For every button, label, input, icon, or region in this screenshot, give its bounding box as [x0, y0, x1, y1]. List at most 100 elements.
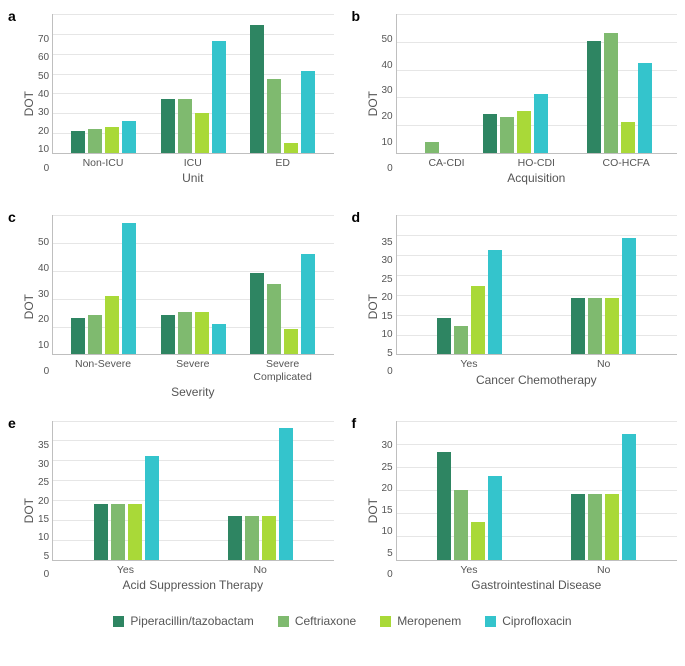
charts-grid: aDOT706050403020100Non-ICUICUEDUnitbDOT5…: [8, 10, 677, 600]
bar: [105, 296, 119, 355]
x-axis-ticks: YesNo: [396, 561, 677, 576]
plot-area: [396, 215, 677, 355]
panel-a: aDOT706050403020100Non-ICUICUEDUnit: [8, 10, 334, 193]
bar: [122, 121, 136, 153]
bar: [267, 284, 281, 354]
x-axis-label: Acid Suppression Therapy: [52, 578, 333, 592]
y-axis-label: DOT: [22, 91, 36, 116]
panel-e: e DOT35302520151050YesNo Acid Suppression …: [8, 417, 334, 600]
bar: [195, 113, 209, 153]
legend-label: Ciprofloxacin: [502, 614, 571, 628]
bar-group: [437, 452, 502, 559]
x-axis-ticks: Non-SevereSevereSevere Complicated: [52, 355, 333, 382]
bar-group: [250, 25, 315, 153]
bar: [88, 315, 102, 354]
panel-f: f DOT302520151050YesNo Gastrointestinal Di…: [352, 417, 678, 600]
bar: [245, 516, 259, 560]
plot-area: [52, 215, 333, 355]
y-axis-ticks: 50403020100: [382, 34, 396, 174]
bar: [212, 41, 226, 153]
y-axis-ticks: 35302520151050: [382, 237, 396, 377]
bar: [105, 127, 119, 153]
legend: Piperacillin/tazobactam Ceftriaxone Merope…: [8, 614, 677, 628]
bar-group: [94, 456, 159, 560]
y-axis-ticks: 50403020100: [38, 237, 52, 377]
bar: [71, 131, 85, 153]
bar: [195, 312, 209, 354]
bar: [437, 452, 451, 559]
legend-item: Ceftriaxone: [278, 614, 356, 628]
bar: [250, 25, 264, 153]
bar: [571, 494, 585, 559]
bar: [454, 490, 468, 560]
bar: [605, 298, 619, 354]
bar-group: [161, 312, 226, 354]
bar: [161, 99, 175, 153]
y-axis-label: DOT: [366, 294, 380, 319]
y-axis-label: DOT: [22, 498, 36, 523]
panel-letter: c: [8, 209, 16, 225]
bar: [437, 318, 451, 354]
y-axis-label: DOT: [22, 294, 36, 319]
panel-b: bDOT50403020100CA-CDIHO-CDICO-HCFAAcquis…: [352, 10, 678, 193]
legend-swatch: [113, 616, 124, 627]
panel-letter: e: [8, 415, 16, 431]
bar: [161, 315, 175, 354]
bar: [638, 63, 652, 153]
bar: [262, 516, 276, 560]
legend-swatch: [380, 616, 391, 627]
bar: [622, 434, 636, 560]
legend-swatch: [485, 616, 496, 627]
bar-group: [571, 238, 636, 354]
x-axis-label: Severity: [52, 385, 333, 399]
x-axis-ticks: YesNo: [52, 561, 333, 576]
panel-letter: a: [8, 8, 16, 24]
bar-group: [422, 142, 445, 153]
bar: [284, 143, 298, 153]
legend-item: Piperacillin/tazobactam: [113, 614, 253, 628]
bar: [284, 329, 298, 354]
bar: [145, 456, 159, 560]
x-axis-ticks: YesNo: [396, 355, 677, 370]
bar: [212, 324, 226, 355]
legend-label: Ceftriaxone: [295, 614, 356, 628]
plot-area: [396, 14, 677, 154]
bar-group: [71, 121, 136, 153]
bar: [588, 298, 602, 354]
bar-group: [161, 41, 226, 153]
y-axis-ticks: 35302520151050: [38, 440, 52, 580]
panel-letter: b: [352, 8, 361, 24]
y-axis-label: DOT: [366, 498, 380, 523]
legend-label: Meropenem: [397, 614, 461, 628]
bar: [267, 79, 281, 153]
x-axis-ticks: CA-CDIHO-CDICO-HCFA: [396, 154, 677, 169]
bar: [605, 494, 619, 559]
panel-letter: f: [352, 415, 357, 431]
legend-label: Piperacillin/tazobactam: [130, 614, 253, 628]
bar: [471, 522, 485, 559]
bar: [471, 286, 485, 354]
bar-group: [228, 428, 293, 560]
bar: [88, 129, 102, 153]
bar: [94, 504, 108, 560]
y-axis-ticks: 302520151050: [382, 440, 396, 580]
bar: [488, 476, 502, 560]
bar-group: [250, 254, 315, 355]
bar: [128, 504, 142, 560]
bar: [178, 99, 192, 153]
bar: [178, 312, 192, 354]
legend-item: Meropenem: [380, 614, 461, 628]
bar: [587, 41, 601, 153]
panel-c: c DOT50403020100Non-SevereSevereSevere Co…: [8, 211, 334, 398]
bar: [500, 117, 514, 153]
bar: [228, 516, 242, 560]
bar: [425, 142, 439, 153]
bar: [604, 33, 618, 153]
plot-area: [396, 421, 677, 561]
bar: [301, 254, 315, 355]
x-axis-label: Gastrointestinal Disease: [396, 578, 677, 592]
bar: [111, 504, 125, 560]
y-axis-ticks: 706050403020100: [38, 34, 52, 174]
bar: [301, 71, 315, 153]
plot-area: [52, 14, 333, 154]
